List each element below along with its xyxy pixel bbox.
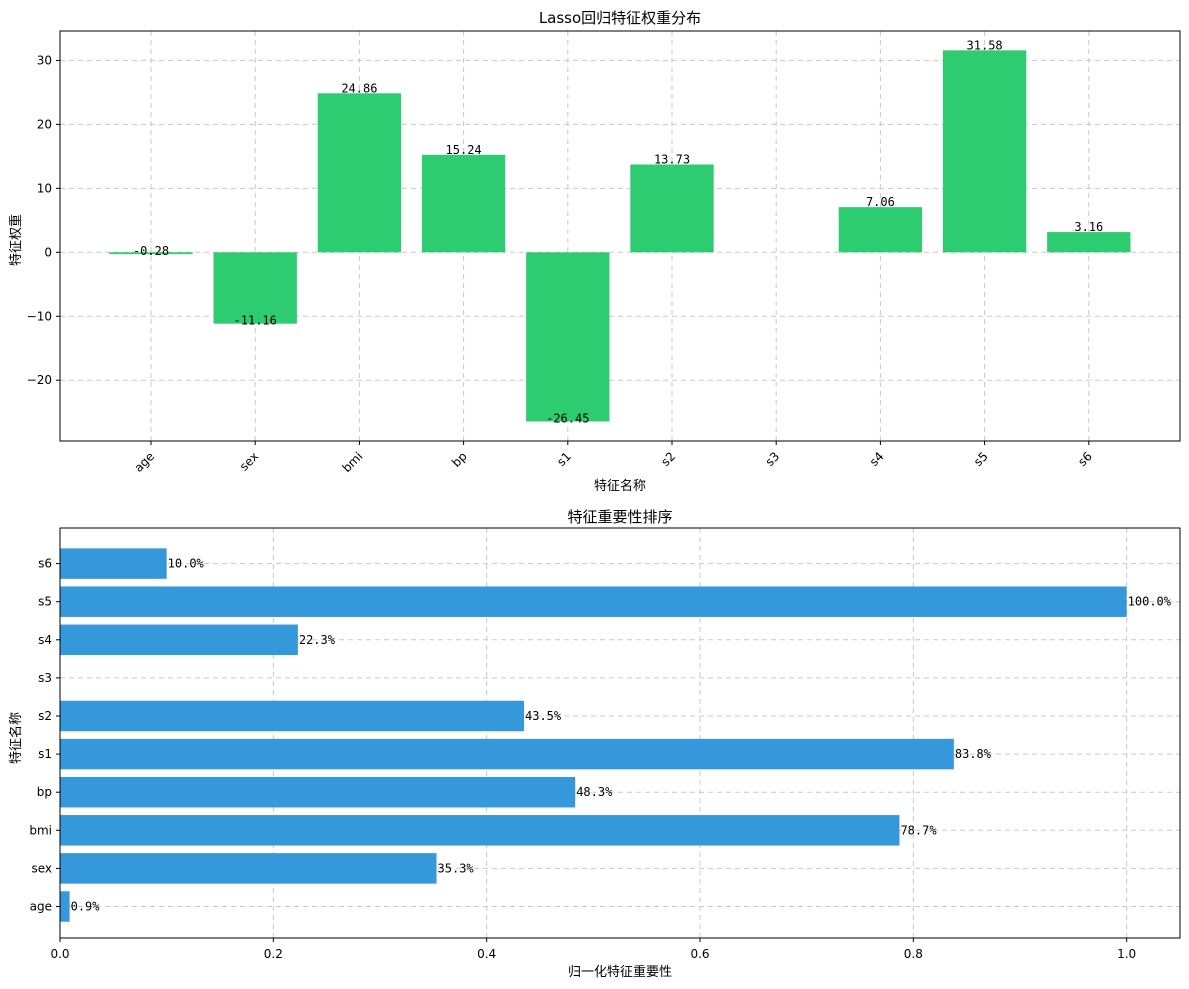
weight-bar-bp — [421, 154, 506, 253]
importance-chart: 特征重要性排序 0.9% 35.3% 78.7% 48.3% 83.8% 43.5% 22.… — [8, 508, 1181, 980]
importance-chart-x-ticks: 0.0 0.2 0.4 0.6 0.8 1.0 — [50, 938, 1136, 961]
importance-label-bmi: 78.7% — [900, 823, 937, 837]
weight-chart-xtick-label: sex — [237, 449, 261, 473]
importance-chart-xtick-label: 0.6 — [690, 947, 709, 961]
importance-label-bp: 48.3% — [576, 785, 613, 799]
importance-label-s1: 83.8% — [955, 747, 992, 761]
importance-chart-ytick-label: s4 — [38, 633, 52, 647]
importance-label-s6: 10.0% — [168, 557, 205, 571]
importance-chart-xtick-label: 0.4 — [477, 947, 496, 961]
weight-bar-s1 — [526, 252, 610, 422]
weight-bar-bmi — [317, 93, 402, 253]
weight-chart-xtick-label: s1 — [554, 449, 574, 469]
importance-chart-ytick-label: s2 — [38, 709, 52, 723]
weight-chart-xtick-label: age — [131, 449, 157, 475]
weight-chart-ylabel: 特征权重 — [8, 214, 24, 266]
weight-chart-ytick-label: 30 — [37, 53, 52, 67]
weight-chart-xtick-label: s6 — [1075, 449, 1095, 469]
weight-chart-ytick-label: 10 — [37, 181, 52, 195]
weight-chart-bars — [109, 50, 1131, 422]
weight-label-s4: 7.06 — [866, 195, 895, 209]
importance-chart-data-labels: 0.9% 35.3% 78.7% 48.3% 83.8% 43.5% 22.3% 100.0%… — [71, 557, 1172, 914]
weight-chart-ytick-label: 20 — [37, 117, 52, 131]
weight-bar-s4 — [838, 207, 923, 253]
importance-chart-title: 特征重要性排序 — [567, 508, 672, 526]
weight-chart-xtick-label: s4 — [867, 449, 887, 469]
importance-bar-s5 — [60, 586, 1127, 617]
weight-label-s5: 31.58 — [967, 38, 1003, 52]
weight-bar-s5 — [942, 50, 1027, 253]
weight-chart-ytick-label: −20 — [27, 373, 52, 387]
importance-chart-ytick-label: s3 — [38, 671, 52, 685]
weight-label-bmi: 24.86 — [341, 81, 377, 95]
importance-chart-xtick-label: 0.2 — [264, 947, 283, 961]
weight-bar-age — [109, 252, 193, 255]
weight-label-age: -0.28 — [133, 244, 169, 258]
importance-chart-ytick-label: s6 — [38, 557, 52, 571]
importance-chart-ytick-label: age — [30, 900, 52, 914]
importance-chart-xtick-label: 0.8 — [904, 947, 923, 961]
weight-label-s6: 3.16 — [1074, 220, 1103, 234]
importance-chart-xtick-label: 0.0 — [50, 947, 69, 961]
importance-chart-bars — [60, 548, 1127, 922]
weight-chart-title: Lasso回归特征权重分布 — [539, 9, 701, 27]
importance-chart-ytick-label: s1 — [38, 747, 52, 761]
importance-label-age: 0.9% — [71, 900, 101, 914]
weight-chart-xtick-label: bp — [449, 449, 470, 470]
importance-bar-s1 — [60, 738, 954, 770]
weight-chart-y-ticks: −20 −10 0 10 20 30 — [27, 53, 60, 387]
weight-label-bp: 15.24 — [446, 143, 482, 157]
importance-chart-y-ticks: age sex bmi bp s1 s2 s3 s4 s5 s6 — [29, 557, 60, 914]
importance-bar-s6 — [60, 548, 167, 579]
importance-chart-ytick-label: bmi — [29, 823, 52, 837]
weight-bar-sex — [213, 252, 297, 324]
weight-chart-data-labels: -0.28 -11.16 24.86 15.24 -26.45 13.73 7.06 31.5… — [133, 38, 1103, 425]
importance-label-s5: 100.0% — [1128, 595, 1172, 609]
importance-bar-bp — [60, 776, 576, 808]
weight-chart-xtick-label: bmi — [340, 449, 366, 475]
importance-bar-s4 — [60, 624, 298, 656]
weight-chart-xtick-label: s2 — [658, 449, 678, 469]
importance-chart-ytick-label: s5 — [38, 595, 52, 609]
weight-bar-s2 — [630, 164, 714, 253]
weight-chart-ytick-label: −10 — [27, 309, 52, 323]
importance-chart-xlabel: 归一化特征重要性 — [568, 964, 672, 980]
weight-chart-ytick-label: 0 — [44, 245, 52, 259]
weight-label-s2: 13.73 — [654, 152, 690, 166]
importance-chart-xtick-label: 1.0 — [1117, 947, 1136, 961]
importance-label-sex: 35.3% — [438, 861, 475, 875]
weight-bar-s6 — [1047, 232, 1131, 253]
importance-chart-ytick-label: sex — [31, 861, 52, 875]
importance-chart-frame — [59, 527, 1181, 939]
weight-chart-xtick-label: s5 — [971, 449, 991, 469]
importance-bar-sex — [60, 853, 437, 884]
weight-chart-x-ticks: age sex bmi bp s1 s2 s3 s4 s5 s6 — [131, 441, 1095, 475]
weight-chart: Lasso回归特征权重分布 -0.28 -11.16 24.86 15.24 -26.4… — [8, 9, 1181, 494]
importance-chart-ylabel: 特征名称 — [8, 712, 24, 764]
importance-label-s2: 43.5% — [525, 709, 562, 723]
importance-label-s4: 22.3% — [299, 633, 336, 647]
importance-chart-ytick-label: bp — [37, 785, 52, 799]
importance-bar-bmi — [60, 815, 900, 846]
weight-chart-xtick-label: s3 — [763, 449, 783, 469]
importance-bar-age — [60, 891, 70, 922]
weight-label-sex: -11.16 — [234, 314, 277, 328]
weight-label-s1: -26.45 — [546, 411, 589, 425]
weight-chart-frame — [59, 30, 1181, 442]
importance-bar-s2 — [60, 700, 524, 732]
weight-chart-xlabel: 特征名称 — [594, 478, 646, 494]
weight-chart-grid — [60, 31, 1180, 441]
